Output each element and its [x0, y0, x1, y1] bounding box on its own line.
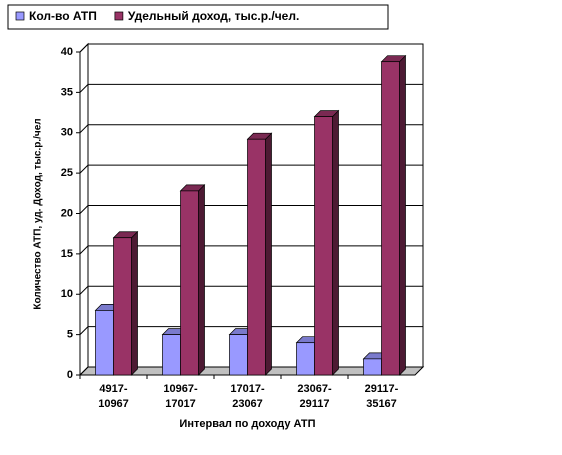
- grid-line: [79, 83, 423, 93]
- grid-line: [79, 43, 423, 53]
- y-tick-label: 10: [61, 288, 73, 300]
- y-tick-label: 5: [67, 329, 73, 341]
- bar: [296, 342, 315, 376]
- bar: [363, 358, 382, 376]
- legend-swatch: [114, 11, 124, 21]
- y-tick-label: 40: [61, 46, 73, 58]
- bar: [95, 310, 114, 376]
- bar: [113, 237, 132, 376]
- grid-line: [79, 245, 423, 255]
- bar: [314, 116, 333, 376]
- y-tick-label: 0: [67, 369, 73, 381]
- grid-line: [79, 285, 423, 295]
- bar: [247, 138, 266, 376]
- bar: [381, 61, 400, 376]
- y-tick-label: 20: [61, 207, 73, 219]
- bar-side: [265, 132, 272, 376]
- y-tick-label: 15: [61, 248, 73, 260]
- grid-line: [79, 205, 423, 214]
- bar-side: [131, 230, 138, 376]
- y-tick-label: 25: [61, 167, 73, 179]
- bar-side: [399, 54, 406, 376]
- x-axis-label: Интервал по доходу АТП: [179, 418, 315, 430]
- x-tick-label: 10967-17017: [163, 383, 198, 410]
- grid-line: [79, 164, 423, 174]
- bar: [180, 190, 199, 376]
- x-tick-label: 29117-35167: [365, 383, 399, 410]
- bar-side: [332, 109, 339, 376]
- bar: [229, 334, 248, 376]
- grid-line: [79, 326, 423, 335]
- bar-side: [198, 184, 205, 376]
- x-tick-label: 23067-29117: [297, 383, 332, 410]
- y-axis-label: Количество АТП, уд. Доход, тыс.р./чел: [33, 118, 44, 309]
- bar: [162, 334, 181, 376]
- legend-label: Кол-во АТП: [29, 9, 97, 23]
- x-tick-label: 17017-23067: [230, 383, 265, 410]
- y-tick-label: 35: [61, 86, 73, 98]
- x-tick-label: 4917-10967: [98, 383, 129, 410]
- legend-swatch: [15, 11, 25, 21]
- y-tick-label: 30: [61, 127, 73, 139]
- legend-box: [7, 4, 389, 30]
- grid-line: [79, 124, 423, 134]
- legend-label: Удельный доход, тыс.р./чел.: [128, 9, 299, 23]
